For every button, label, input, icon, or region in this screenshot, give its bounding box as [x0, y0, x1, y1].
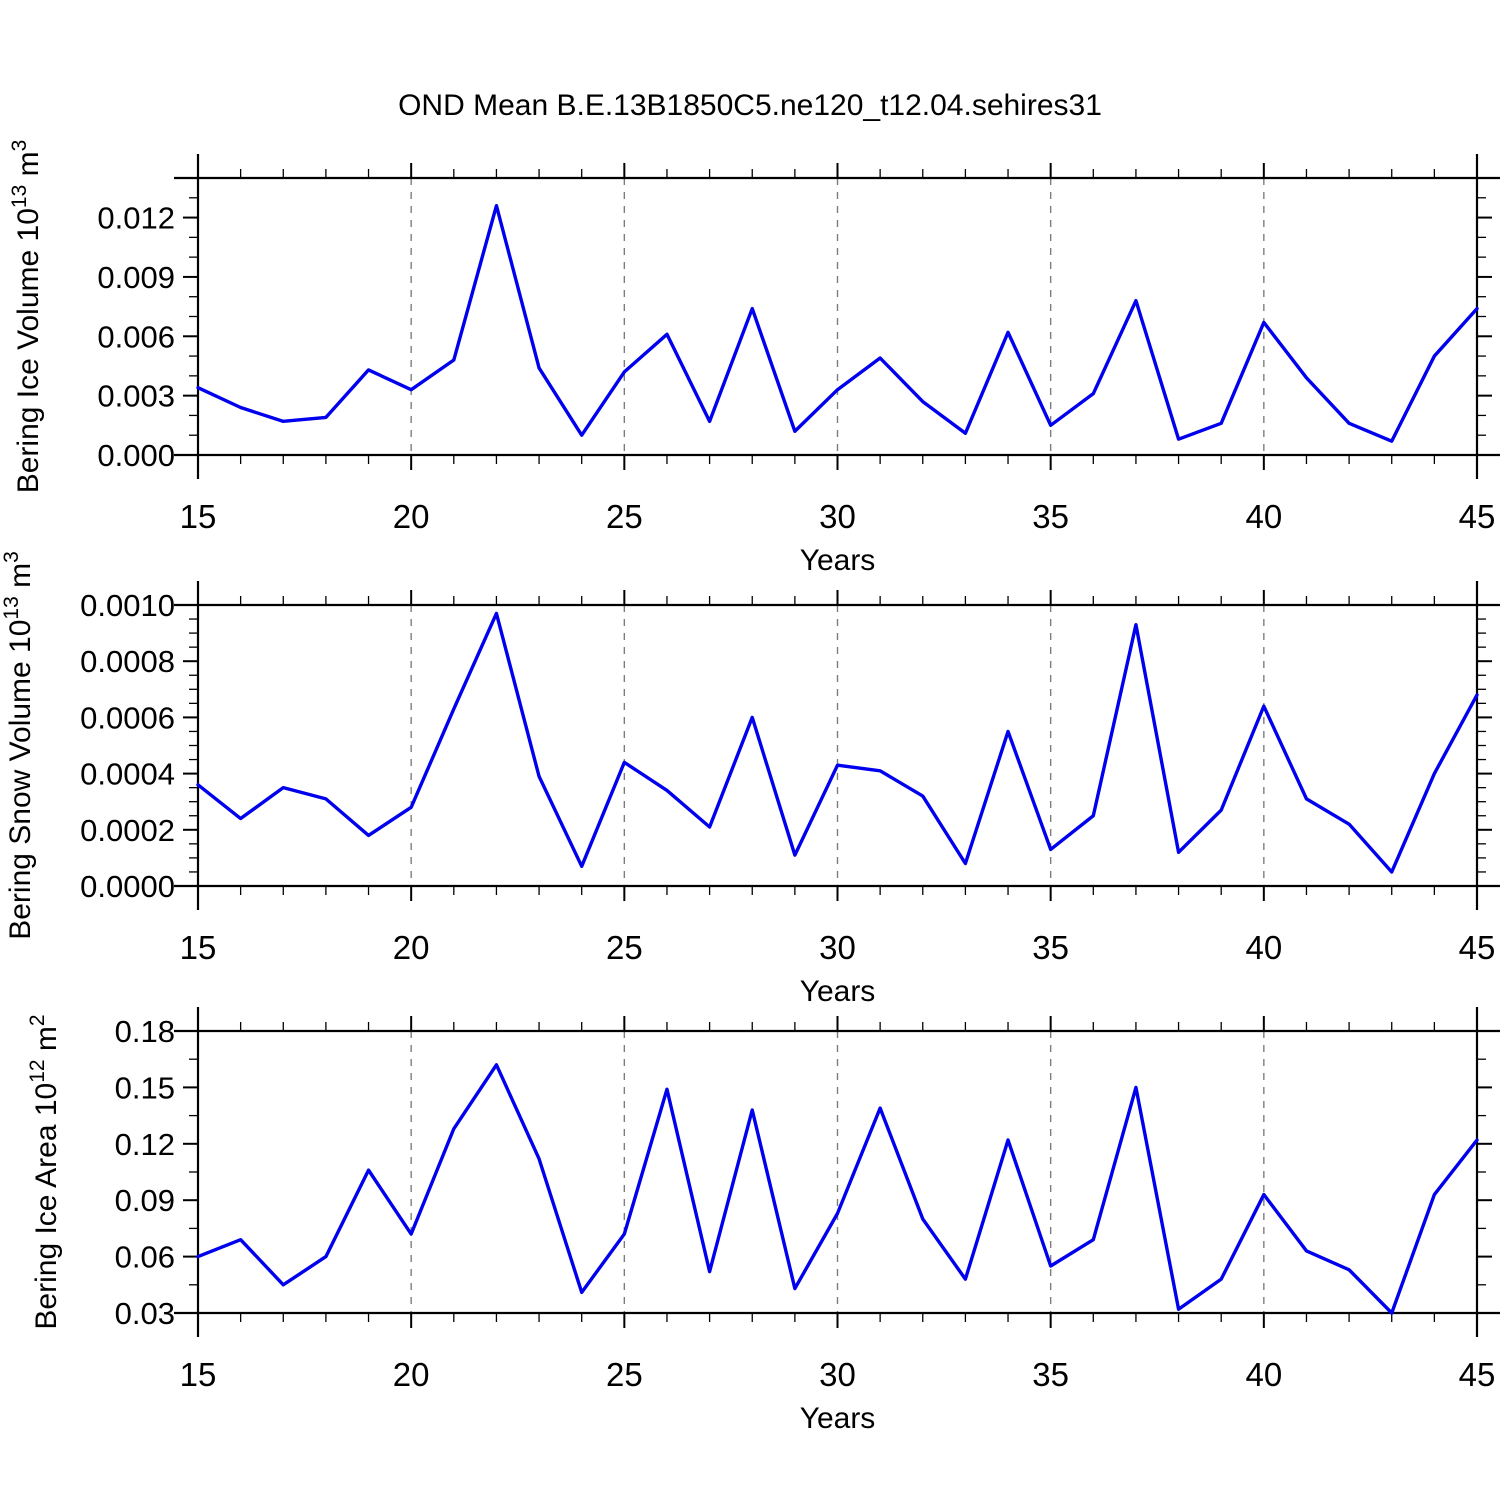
- x-tick-label: 30: [819, 1356, 856, 1393]
- x-tick-label: 45: [1459, 929, 1496, 966]
- x-tick-label: 15: [180, 929, 217, 966]
- x-tick-label: 15: [180, 498, 217, 535]
- x-tick-label: 40: [1245, 498, 1282, 535]
- y-tick-label: 0.0006: [80, 700, 175, 735]
- x-tick-label: 20: [393, 1356, 430, 1393]
- series-line: [196, 1063, 1479, 1315]
- x-tick-label: 45: [1459, 498, 1496, 535]
- y-tick-label: 0.012: [97, 201, 175, 236]
- y-tick-label: 0.0000: [80, 869, 175, 904]
- x-tick-label: 35: [1032, 498, 1069, 535]
- panel-ice-area: 0.03 0.06 0.09 0.12 0.15 0.18 15 20 25 30 35 40 45 Ye…: [26, 1007, 1500, 1435]
- panel-ice-volume: 0.000 0.003 0.006 0.009 0.012 15 20 25 30 35 40 45 Y…: [8, 140, 1500, 577]
- y-tick-label: 0.000: [97, 438, 175, 473]
- x-tick-label: 30: [819, 498, 856, 535]
- x-axis-title: Years: [800, 1402, 876, 1435]
- y-tick-label: 0.03: [115, 1296, 175, 1331]
- y-tick-label: 0.006: [97, 319, 175, 354]
- x-tick-label: 35: [1032, 1356, 1069, 1393]
- y-tick-label: 0.003: [97, 379, 175, 414]
- y-tick-label: 0.15: [115, 1070, 175, 1105]
- y-tick-label: 0.06: [115, 1240, 175, 1275]
- y-tick-label: 0.12: [115, 1127, 175, 1162]
- y-axis-title: Bering Ice Volume 1013 m3: [8, 140, 45, 494]
- series-line: [196, 203, 1479, 443]
- x-tick-label: 25: [606, 1356, 643, 1393]
- y-tick-label: 0.09: [115, 1183, 175, 1218]
- x-tick-label: 45: [1459, 1356, 1496, 1393]
- x-tick-label: 40: [1245, 1356, 1282, 1393]
- series-line: [196, 611, 1479, 874]
- figure-title: OND Mean B.E.13B1850C5.ne120_t12.04.sehi…: [398, 89, 1102, 122]
- x-tick-label: 40: [1245, 929, 1282, 966]
- x-tick-label: 15: [180, 1356, 217, 1393]
- panel-snow-volume: 0.0000 0.0002 0.0004 0.0006 0.0008 0.0010 15 20…: [0, 551, 1500, 1008]
- x-tick-label: 25: [606, 929, 643, 966]
- x-tick-label: 30: [819, 929, 856, 966]
- y-axis-title: Bering Snow Volume 1013 m3: [0, 551, 37, 940]
- x-axis-title: Years: [800, 975, 876, 1008]
- x-tick-label: 20: [393, 498, 430, 535]
- y-tick-label: 0.0010: [80, 588, 175, 623]
- x-axis-title: Years: [800, 544, 876, 577]
- y-tick-label: 0.18: [115, 1014, 175, 1049]
- y-tick-label: 0.009: [97, 260, 175, 295]
- y-tick-label: 0.0002: [80, 813, 175, 848]
- y-axis-title: Bering Ice Area 1012 m2: [26, 1014, 63, 1329]
- x-tick-label: 35: [1032, 929, 1069, 966]
- y-tick-label: 0.0004: [80, 757, 175, 792]
- x-tick-label: 25: [606, 498, 643, 535]
- y-tick-label: 0.0008: [80, 644, 175, 679]
- x-tick-label: 20: [393, 929, 430, 966]
